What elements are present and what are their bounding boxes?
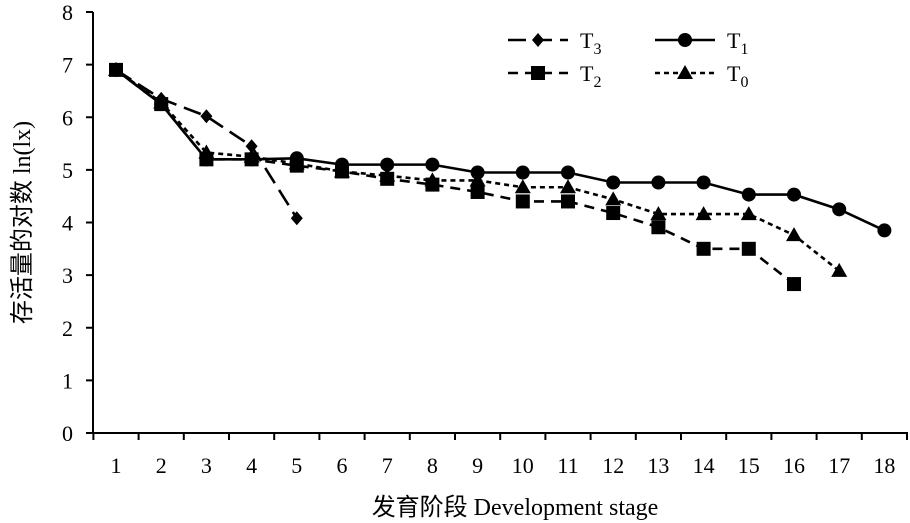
x-tick-label: 16 [783, 453, 805, 478]
x-tick-label: 2 [156, 453, 167, 478]
legend-item-t1: T1 [655, 28, 748, 58]
data-point-t1 [651, 175, 666, 190]
series-line-t2 [115, 68, 795, 286]
data-point-t1 [244, 152, 259, 167]
x-tick-label: 10 [512, 453, 534, 478]
data-point-t0 [560, 179, 576, 194]
data-point-t1 [199, 152, 214, 167]
x-tick-label: 11 [557, 453, 578, 478]
y-tick-label: 1 [62, 368, 73, 393]
x-tick-label: 7 [382, 453, 393, 478]
data-point-t2 [470, 184, 485, 199]
data-point-t3 [200, 109, 213, 124]
series-line-t1 [115, 68, 885, 232]
x-tick-label: 1 [111, 453, 122, 478]
data-point-t3 [290, 211, 303, 226]
legend-marker-t2 [531, 66, 545, 80]
y-tick-label: 4 [62, 211, 73, 236]
data-point-t1 [696, 175, 711, 190]
y-axis-title: 存活量的对数 ln(lx) [9, 121, 36, 324]
legend-label-t1: T1 [727, 28, 748, 58]
data-point-t1 [561, 165, 575, 180]
data-point-t0 [786, 227, 802, 242]
data-point-t1 [154, 97, 169, 112]
legend-item-t2: T2 [508, 61, 601, 91]
data-point-t1 [425, 157, 440, 172]
data-point-t0 [650, 206, 667, 221]
data-point-t2 [561, 194, 575, 209]
x-tick-label: 18 [873, 453, 895, 478]
y-tick-label: 8 [62, 0, 73, 25]
legend-label-t3: T3 [580, 28, 601, 58]
x-tick-label: 4 [246, 453, 257, 478]
data-point-t1 [606, 175, 621, 190]
x-tick-label: 13 [647, 453, 669, 478]
data-point-t1 [109, 62, 123, 77]
x-tick-label: 5 [291, 453, 302, 478]
y-tick-label: 5 [62, 158, 73, 183]
axis-titles: 发育阶段 Development stage 存活量的对数 ln(lx) [9, 121, 658, 521]
data-point-t2 [425, 177, 440, 192]
y-tick-label: 0 [62, 421, 73, 446]
legend: T3 T1 T2 T0 [508, 28, 748, 91]
x-tick-label: 6 [337, 453, 348, 478]
data-point-t2 [651, 220, 666, 235]
x-tick-label: 15 [738, 453, 760, 478]
data-point-t1 [380, 157, 395, 172]
x-tick-label: 12 [602, 453, 624, 478]
data-point-t0 [831, 262, 848, 277]
data-point-t3 [245, 139, 258, 154]
data-point-t2 [696, 241, 711, 256]
data-point-t2 [380, 171, 395, 186]
data-point-t2 [787, 277, 801, 292]
y-tick-label: 7 [62, 53, 73, 78]
legend-item-t3: T3 [508, 28, 601, 58]
legend-marker-t1 [678, 33, 692, 47]
data-point-t1 [787, 187, 801, 202]
series-line-t3 [115, 68, 298, 219]
data-point-t1 [289, 151, 304, 166]
series-t1 [109, 62, 892, 238]
data-point-t0 [605, 191, 622, 206]
data-point-t0 [740, 206, 757, 221]
data-point-t1 [877, 223, 892, 238]
legend-label-t0: T0 [727, 61, 748, 91]
series-layer [108, 61, 892, 292]
data-point-t1 [832, 202, 847, 217]
x-axis-title: 发育阶段 Development stage [372, 494, 659, 521]
legend-label-t2: T2 [580, 61, 601, 91]
data-point-t2 [741, 241, 756, 256]
data-point-t1 [741, 187, 756, 202]
y-tick-label: 6 [62, 105, 73, 130]
data-point-t0 [514, 179, 531, 194]
legend-marker-t0 [677, 65, 693, 79]
x-tick-label: 17 [828, 453, 850, 478]
series-t2 [109, 62, 801, 292]
data-point-t2 [606, 206, 621, 221]
y-tick-label: 2 [62, 316, 73, 341]
data-point-t1 [470, 165, 485, 180]
x-tick-label: 8 [427, 453, 438, 478]
legend-item-t0: T0 [655, 61, 748, 91]
data-point-t0 [695, 206, 712, 221]
y-tick-label: 3 [62, 263, 73, 288]
data-point-t2 [515, 194, 530, 209]
data-point-t1 [335, 157, 349, 172]
data-point-t1 [515, 165, 530, 180]
x-tick-label: 9 [472, 453, 483, 478]
legend-marker-t3 [532, 33, 544, 47]
x-tick-label: 14 [693, 453, 715, 478]
x-tick-label: 3 [201, 453, 212, 478]
